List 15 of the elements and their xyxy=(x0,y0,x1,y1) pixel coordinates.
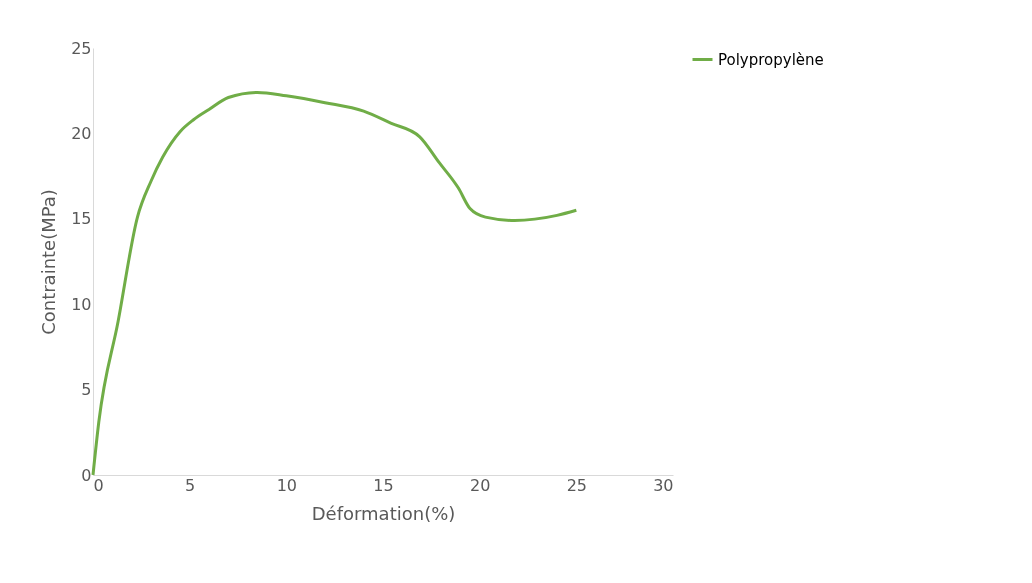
x-tick-label: 5 xyxy=(185,475,196,495)
x-tick-label: 10 xyxy=(276,475,298,495)
legend-label: Polypropylène xyxy=(718,50,824,69)
y-tick-label: 10 xyxy=(71,294,92,314)
y-axis-title: Contrainte(MPa) xyxy=(38,189,60,335)
line-series xyxy=(91,90,578,477)
y-tick-label: 5 xyxy=(81,380,92,400)
y-tick-label: 20 xyxy=(71,123,92,143)
x-tick-label: 30 xyxy=(653,475,674,495)
x-tick-label: 20 xyxy=(469,475,491,495)
x-tick-label: 25 xyxy=(566,475,588,495)
y-tick-label: 15 xyxy=(71,209,92,229)
x-tick-label: 15 xyxy=(373,475,394,495)
y-tick-label: 25 xyxy=(71,38,92,58)
x-axis-title: Déformation(%) xyxy=(311,502,456,524)
